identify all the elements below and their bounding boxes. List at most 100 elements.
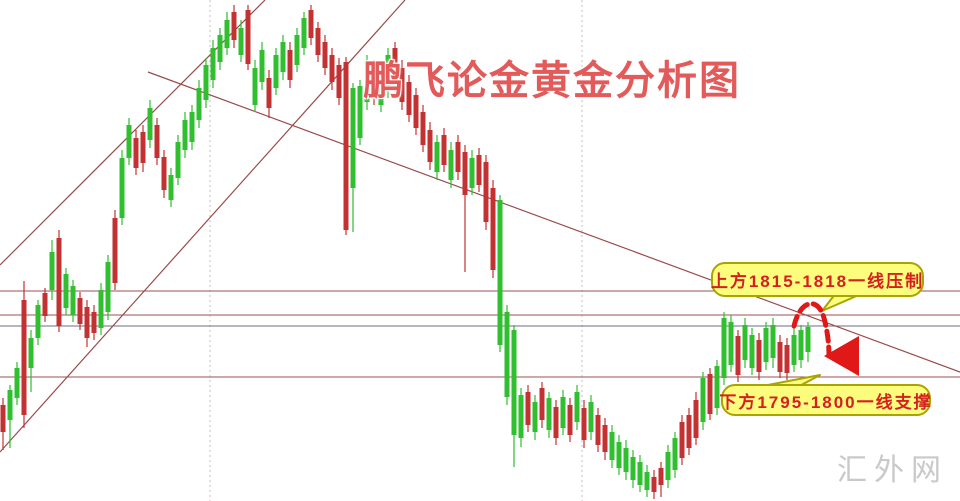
candle [294,28,300,72]
candle [693,392,699,445]
candle [644,465,650,497]
candle [203,58,209,108]
candle [469,150,475,195]
candle [77,292,83,330]
candle [581,400,587,448]
candle [245,5,251,70]
candle [392,42,398,92]
candle [301,12,307,55]
candle [399,60,405,110]
support-callout[interactable] [721,374,931,416]
candle [756,333,762,380]
candle [595,408,601,452]
candle [721,312,727,385]
candle [119,150,125,225]
candle [280,35,286,80]
candle [14,362,20,405]
candle [448,142,454,188]
candle [476,148,482,192]
candle [784,338,790,380]
watermark: 汇外网 [837,454,948,487]
candle [728,315,734,372]
candle [91,305,97,340]
candle [441,128,447,172]
candle [413,88,419,135]
candle [672,432,678,478]
candle [126,118,132,165]
candles-group [0,5,811,499]
candle [714,360,720,415]
candle [343,57,349,235]
candle [483,155,489,230]
candle [266,70,272,118]
candle [742,318,748,368]
candle [735,330,741,382]
candle [420,105,426,152]
candle [588,395,594,440]
candle [217,28,223,70]
candle [252,60,258,112]
candle [427,122,433,170]
candle [42,288,48,322]
candle [707,368,713,420]
candle [336,58,342,105]
candle [371,60,377,105]
candle [308,5,314,45]
candle [532,395,538,440]
candle [686,408,692,455]
candle [385,48,391,98]
candle [84,300,90,347]
candle [63,268,69,315]
candle [623,440,629,480]
support-callout-label: 下方1795-1800一线支撑 [719,392,933,412]
candle [630,450,636,488]
candle [511,325,517,467]
candle [147,100,153,148]
candle [700,372,706,430]
candle [770,318,776,368]
candle [357,80,363,145]
candle [490,180,496,278]
candle [504,305,510,405]
candle [777,335,783,378]
candle [350,83,356,232]
candle [182,112,188,158]
candle [791,328,797,372]
candle [21,281,27,428]
candle [546,392,552,438]
candle [798,325,804,368]
resistance-callout[interactable] [711,262,924,312]
candle [70,280,76,322]
candle [7,385,13,448]
candle [455,135,461,180]
candle [273,48,279,95]
descending-trendline[interactable] [147,71,960,373]
candle [658,462,664,497]
chart-title: 鹏飞论金黄金分析图 [363,59,741,103]
candle [497,195,503,352]
candle [679,415,685,465]
candle [105,255,111,320]
candle [168,168,174,207]
down-projection-arrow[interactable] [791,301,860,376]
candle [651,470,657,499]
candle [140,125,146,172]
candle [161,150,167,198]
candle [259,42,265,90]
candle [238,20,244,62]
candle [763,322,769,370]
candle [637,455,643,492]
candle [154,118,160,165]
candle [364,55,370,110]
candle [231,5,237,48]
candle [49,240,55,300]
candle [434,135,440,180]
candle [98,283,104,335]
candle [112,210,118,290]
candle [35,300,41,345]
candle [518,388,524,447]
candle [189,105,195,150]
candle [287,42,293,88]
candle [609,425,615,468]
